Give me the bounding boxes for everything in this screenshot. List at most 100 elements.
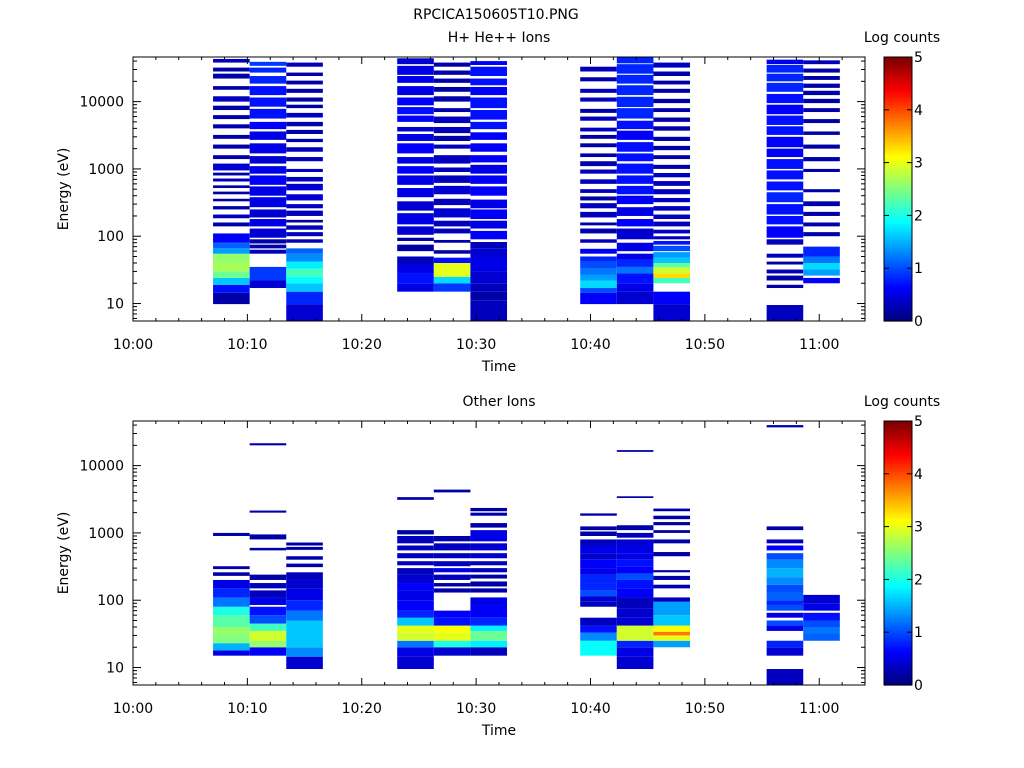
spectrogram-cell [580,127,617,132]
spectrogram-cell [249,547,287,551]
colorbar-swatch [884,215,912,219]
spectrogram-cell [580,77,617,82]
spectrogram-cell [433,263,471,277]
spectrogram-cell [286,80,323,85]
spectrogram-cell [653,304,691,321]
colorbar-swatch [884,204,912,209]
spectrogram-cell [616,219,654,227]
y-tick-label: 100 [97,593,124,609]
colorbar-swatch [884,244,912,248]
spectrogram-cell [433,625,471,633]
spectrogram-cell [213,191,250,195]
colorbar-swatch [884,489,912,493]
spectrogram-cell [580,203,617,209]
colorbar-swatch [884,136,912,140]
spectrogram-cell [397,175,434,185]
spectrogram-cell [470,199,508,209]
spectrogram-cell [213,222,250,227]
colorbar-swatch [884,468,912,472]
spectrogram-cell [249,143,287,154]
colorbar-label: Log counts [864,30,940,46]
x-tick-label: 10:30 [456,337,496,353]
colorbar-swatch [884,634,912,639]
spectrogram-cell [470,242,508,249]
spectrogram-cell [470,186,508,196]
spectrogram-cell [249,86,287,96]
spectrogram-cell [249,266,287,281]
colorbar-swatch [884,225,912,230]
spectrogram-cell [653,145,691,151]
colorbar-swatch [884,465,912,470]
colorbar-frame [883,56,913,322]
spectrogram-cell [213,588,250,598]
colorbar-tick-label: 3 [914,520,923,536]
colorbar-swatch [884,99,912,103]
colorbar-swatch [884,661,912,665]
spectrogram-cell [249,219,287,227]
spectrogram-cell [433,208,471,218]
spectrogram-cell [249,615,287,624]
colorbar-swatch [884,138,912,143]
spectrogram-cell [397,226,434,235]
spectrogram-cell [286,219,323,223]
spectrogram-cell [470,574,508,579]
spectrogram-cell [766,647,804,656]
colorbar-swatch [884,62,912,66]
spectrogram-cell [397,617,434,626]
spectrogram-cell [470,617,508,626]
colorbar-swatch [884,80,912,84]
colorbar-swatch [884,170,912,174]
colorbar-swatch [884,574,912,578]
spectrogram-cell [803,211,840,216]
colorbar-swatch [884,152,912,156]
spectrogram-cell [213,206,250,210]
x-tick-label: 10:30 [456,701,496,717]
colorbar-swatch [884,476,912,480]
spectrogram-cell [397,561,434,566]
spectrogram-cell [470,597,508,605]
spectrogram-cell [616,647,654,657]
spectrogram-cell [616,553,654,560]
spectrogram-cell [397,530,434,535]
colorbar-label: Log counts [864,394,940,410]
x-tick-label: 10:20 [342,337,382,353]
spectrogram-cell [616,545,654,554]
colorbar-swatch [884,210,912,214]
spectrogram-cell [766,604,804,611]
colorbar-swatch [884,307,912,312]
colorbar-swatch [884,146,912,150]
colorbar-swatch [884,671,912,676]
spectrogram-cell [766,73,804,82]
spectrogram-cell [653,257,691,263]
colorbar-swatch [884,473,912,478]
spectrogram-cell [803,594,840,604]
spectrogram-cell [766,559,804,569]
colorbar-swatch [884,452,912,456]
colorbar-swatch [884,457,912,462]
spectrogram-cell [433,257,471,263]
spectrogram-cell [580,134,617,139]
spectrogram-cell [213,96,250,102]
spectrogram-cell [286,129,323,135]
colorbar-swatch [884,241,912,246]
spectrogram-cell [616,283,654,292]
spectrogram-cell [249,175,287,185]
spectrogram-cell [433,78,471,83]
spectrogram-cell [653,126,691,131]
colorbar-swatch [884,181,912,185]
spectrogram-cell [286,176,323,182]
spectrogram-cell [286,563,323,568]
colorbar-swatch [884,531,912,536]
spectrogram-cell [580,553,617,560]
colorbar-swatch [884,72,912,77]
spectrogram-cell [470,209,508,220]
spectrogram-cell [616,608,654,618]
spectrogram-cell [470,640,508,648]
spectrogram-cell [213,253,250,263]
spectrogram-cell [286,138,323,143]
colorbar-swatch [884,162,912,166]
spectrogram-cell [580,625,617,633]
colorbar-swatch [884,553,912,557]
spectrogram-cell [433,126,471,134]
spectrogram-cell [213,277,250,285]
